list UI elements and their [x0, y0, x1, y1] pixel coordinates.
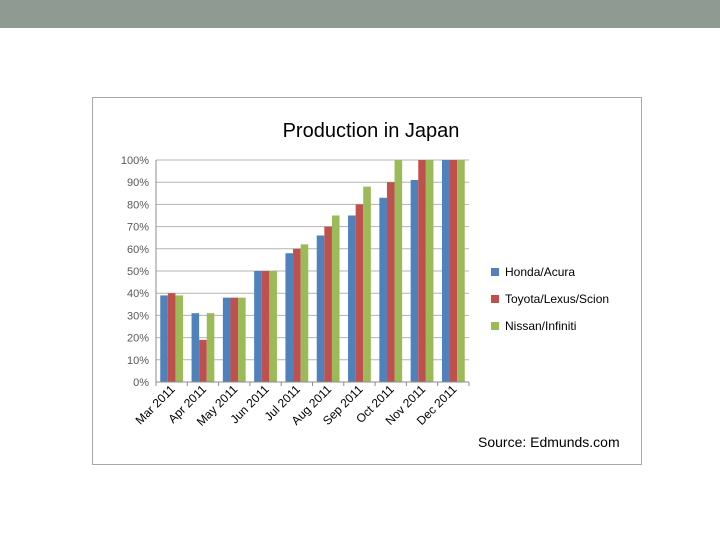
bar — [293, 248, 301, 382]
legend-label: Nissan/Infiniti — [505, 319, 576, 333]
bar — [363, 186, 371, 382]
legend-swatch — [491, 322, 499, 330]
y-tick-label: 20% — [127, 333, 149, 345]
bar — [331, 215, 340, 382]
bar — [285, 253, 294, 382]
bar — [418, 160, 426, 382]
production-chart: Production in Japan 0% 10% 20% 30% 40% 50% 60%… — [121, 120, 620, 450]
y-tick-label: 0% — [133, 377, 149, 389]
bar — [379, 197, 387, 382]
chart-title: Production in Japan — [283, 120, 460, 142]
y-tick-label: 80% — [127, 199, 149, 211]
y-tick-label: 40% — [127, 288, 149, 300]
y-tick-label: 90% — [127, 177, 149, 189]
legend: Honda/Acura Toyota/Lexus/Scion Nissan/Infi… — [491, 265, 609, 333]
bar — [316, 235, 325, 382]
bars — [160, 160, 465, 382]
legend-label: Honda/Acura — [505, 265, 575, 279]
bar — [394, 160, 403, 382]
legend-swatch — [491, 295, 499, 303]
chart-frame: Production in Japan 0% 10% 20% 30% 40% 50% 60%… — [92, 97, 642, 465]
bar — [230, 297, 239, 382]
bar — [160, 295, 168, 382]
legend-label: Toyota/Lexus/Scion — [505, 292, 609, 306]
bar — [167, 293, 176, 382]
bar — [355, 204, 364, 382]
y-tick-label: 70% — [127, 222, 149, 234]
bar — [206, 313, 215, 382]
bar — [199, 339, 207, 382]
bar — [175, 295, 184, 382]
slide-top-bar — [0, 0, 720, 28]
bar — [238, 297, 246, 382]
bar — [386, 182, 395, 382]
y-tick-label: 30% — [127, 310, 149, 322]
bar — [324, 226, 332, 382]
bar — [441, 160, 450, 382]
bar — [300, 244, 309, 382]
y-tick-label: 10% — [127, 355, 149, 367]
bar — [425, 160, 434, 382]
bar — [457, 160, 465, 382]
bar — [348, 215, 356, 382]
bar — [222, 297, 231, 382]
y-axis: 0% 10% 20% 30% 40% 50% 60% 70% 80% 90% 100% — [121, 155, 157, 389]
bar — [410, 179, 419, 382]
bar — [449, 160, 458, 382]
bar — [191, 313, 200, 382]
y-tick-label: 100% — [121, 155, 149, 167]
legend-swatch — [491, 268, 499, 276]
y-tick-label: 50% — [127, 266, 149, 278]
bar — [269, 271, 277, 382]
y-tick-label: 60% — [127, 244, 149, 256]
source-note: Source: Edmunds.com — [478, 434, 620, 450]
bar — [254, 271, 262, 382]
bar — [261, 271, 270, 382]
